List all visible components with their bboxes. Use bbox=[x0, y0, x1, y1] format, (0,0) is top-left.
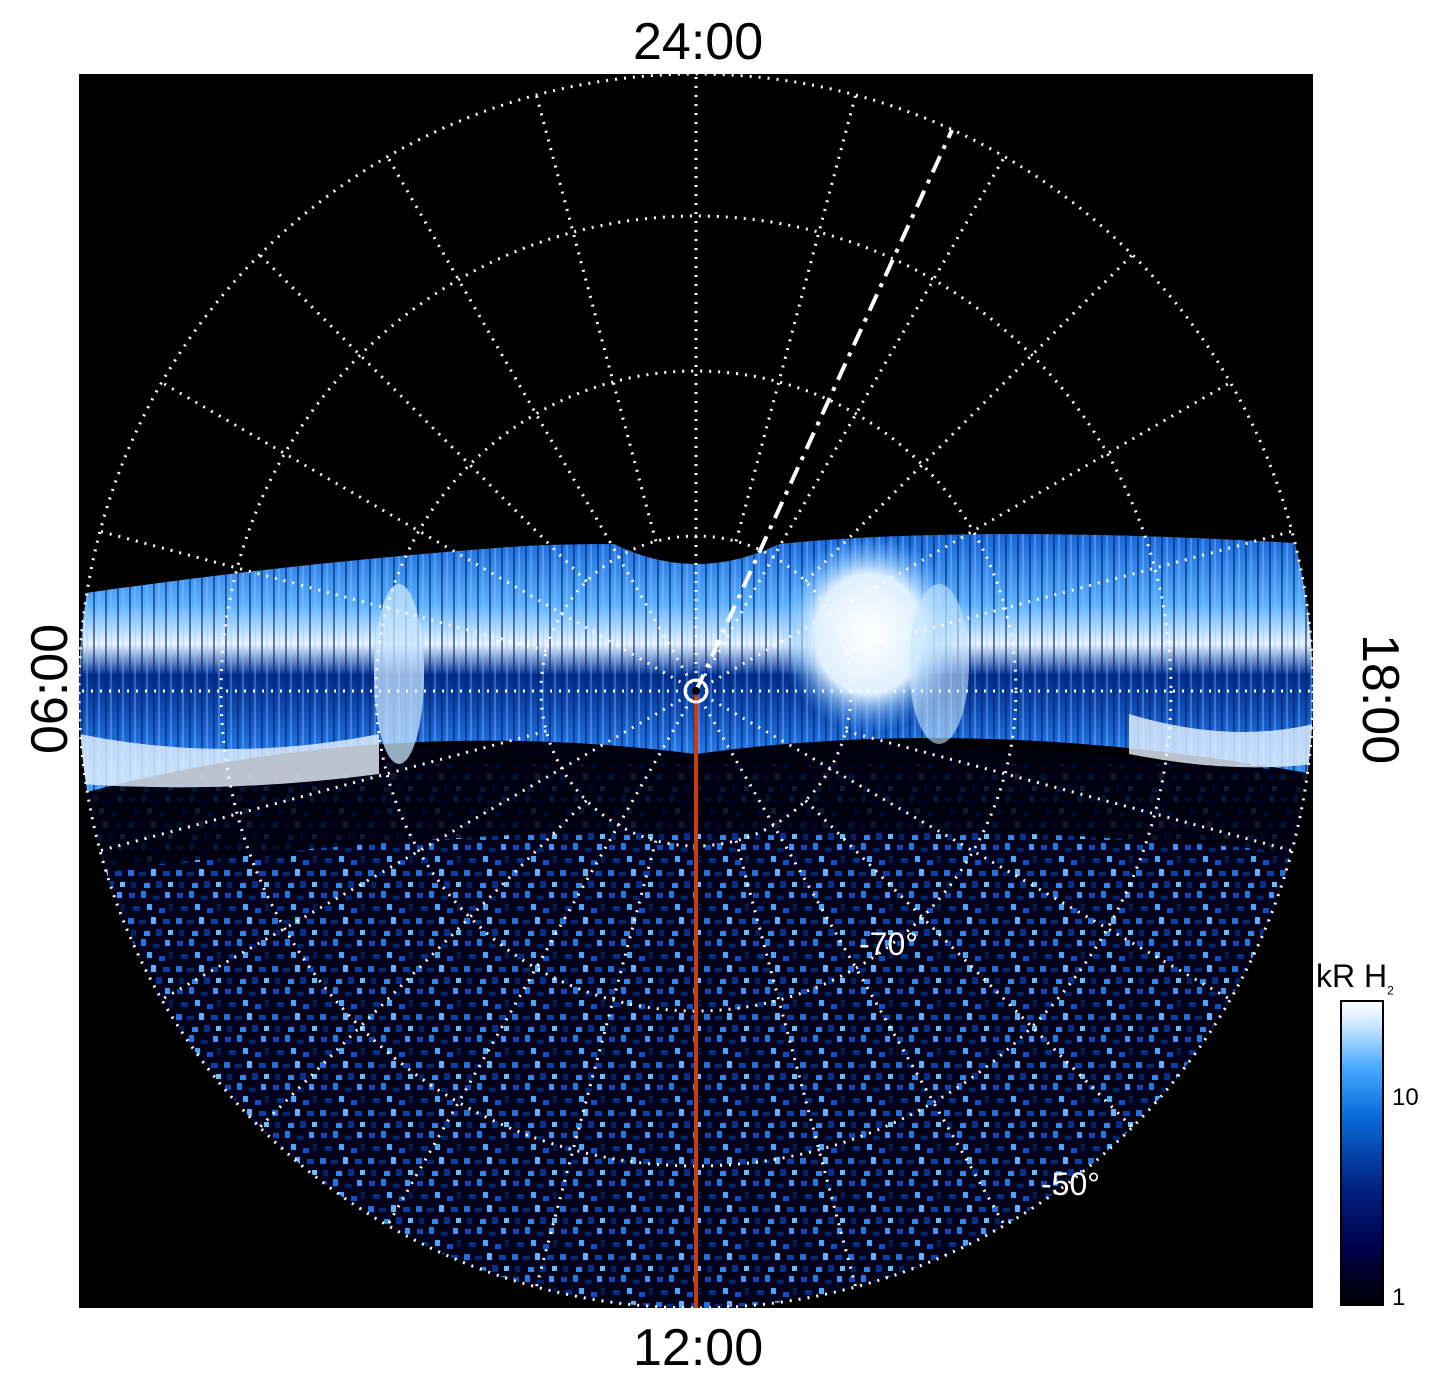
colorbar-tick-1: 1 bbox=[1392, 1284, 1406, 1311]
colorbar-title: kR H2 bbox=[1316, 958, 1394, 997]
meridian-line bbox=[160, 689, 697, 1001]
meridian-grid bbox=[79, 74, 1313, 1308]
meridian-line bbox=[695, 689, 1232, 1001]
colorbar-title-main: kR H bbox=[1316, 958, 1388, 994]
dashed-reference-line bbox=[694, 129, 954, 692]
meridian-line bbox=[695, 381, 1232, 693]
label-06h: 06:00 bbox=[21, 623, 79, 754]
label-18h: 18:00 bbox=[1351, 634, 1409, 765]
meridian-line bbox=[694, 155, 1006, 692]
label-lat-70: -70° bbox=[859, 926, 919, 962]
polar-map-svg bbox=[79, 74, 1313, 1308]
colorbar-gradient bbox=[1340, 1000, 1384, 1306]
lat-circle-3 bbox=[374, 369, 1018, 1013]
aurora-bright-strip-right bbox=[909, 584, 969, 744]
lat-circle-2 bbox=[219, 214, 1173, 1168]
label-24h: 24:00 bbox=[633, 13, 764, 71]
meridian-line bbox=[386, 155, 698, 692]
colorbar-tick-10: 10 bbox=[1392, 1084, 1419, 1111]
aurora-bright-strip-left bbox=[374, 584, 424, 764]
label-lat-50: -50° bbox=[1041, 1166, 1101, 1202]
nightside-dark bbox=[79, 74, 1313, 594]
pole-marker-center bbox=[692, 687, 700, 695]
colorbar: kR H2 10 1 bbox=[1310, 958, 1447, 1318]
aurora-bright-edge-right bbox=[1129, 714, 1313, 768]
meridian-line bbox=[160, 381, 697, 693]
meridian-line bbox=[694, 690, 1006, 1227]
aurora-bright-edge-left bbox=[79, 734, 379, 788]
pole-marker bbox=[683, 678, 709, 704]
label-12h: 12:00 bbox=[633, 1319, 764, 1377]
polar-aurora-map: -70° -50° bbox=[79, 74, 1313, 1308]
colorbar-title-sub: 2 bbox=[1387, 983, 1394, 998]
meridian-line bbox=[386, 690, 698, 1227]
